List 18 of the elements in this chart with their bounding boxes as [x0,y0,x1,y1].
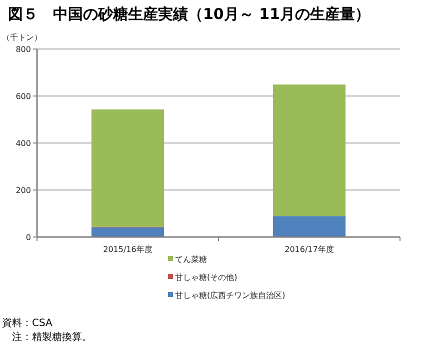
legend-label: 甘しゃ糖(その他) [175,273,238,282]
bar [272,84,346,216]
y-tick-label: 800 [16,45,31,54]
x-tick-label: 2016/17年度 [284,245,334,254]
x-tick-label: 2015/16年度 [103,245,152,254]
bar [272,216,346,237]
y-tick-label: 600 [16,92,31,101]
bar [91,109,164,227]
y-axis-title: （千トン） [2,33,42,42]
text: 注：精製糖換算。 [2,331,92,343]
legend-label: 甘しゃ糖(広西チワン族自治区) [175,291,286,300]
y-tick-label: 400 [16,139,31,148]
y-tick-label: 200 [16,186,31,195]
chart-title: 図５ 中国の砂糖生産実績（10月～ 11月の生産量） [8,5,370,23]
text: 資料：CSA [2,317,53,329]
legend-label: てん菜糖 [175,255,207,264]
bar [91,227,164,237]
y-tick-label: 0 [26,233,31,242]
